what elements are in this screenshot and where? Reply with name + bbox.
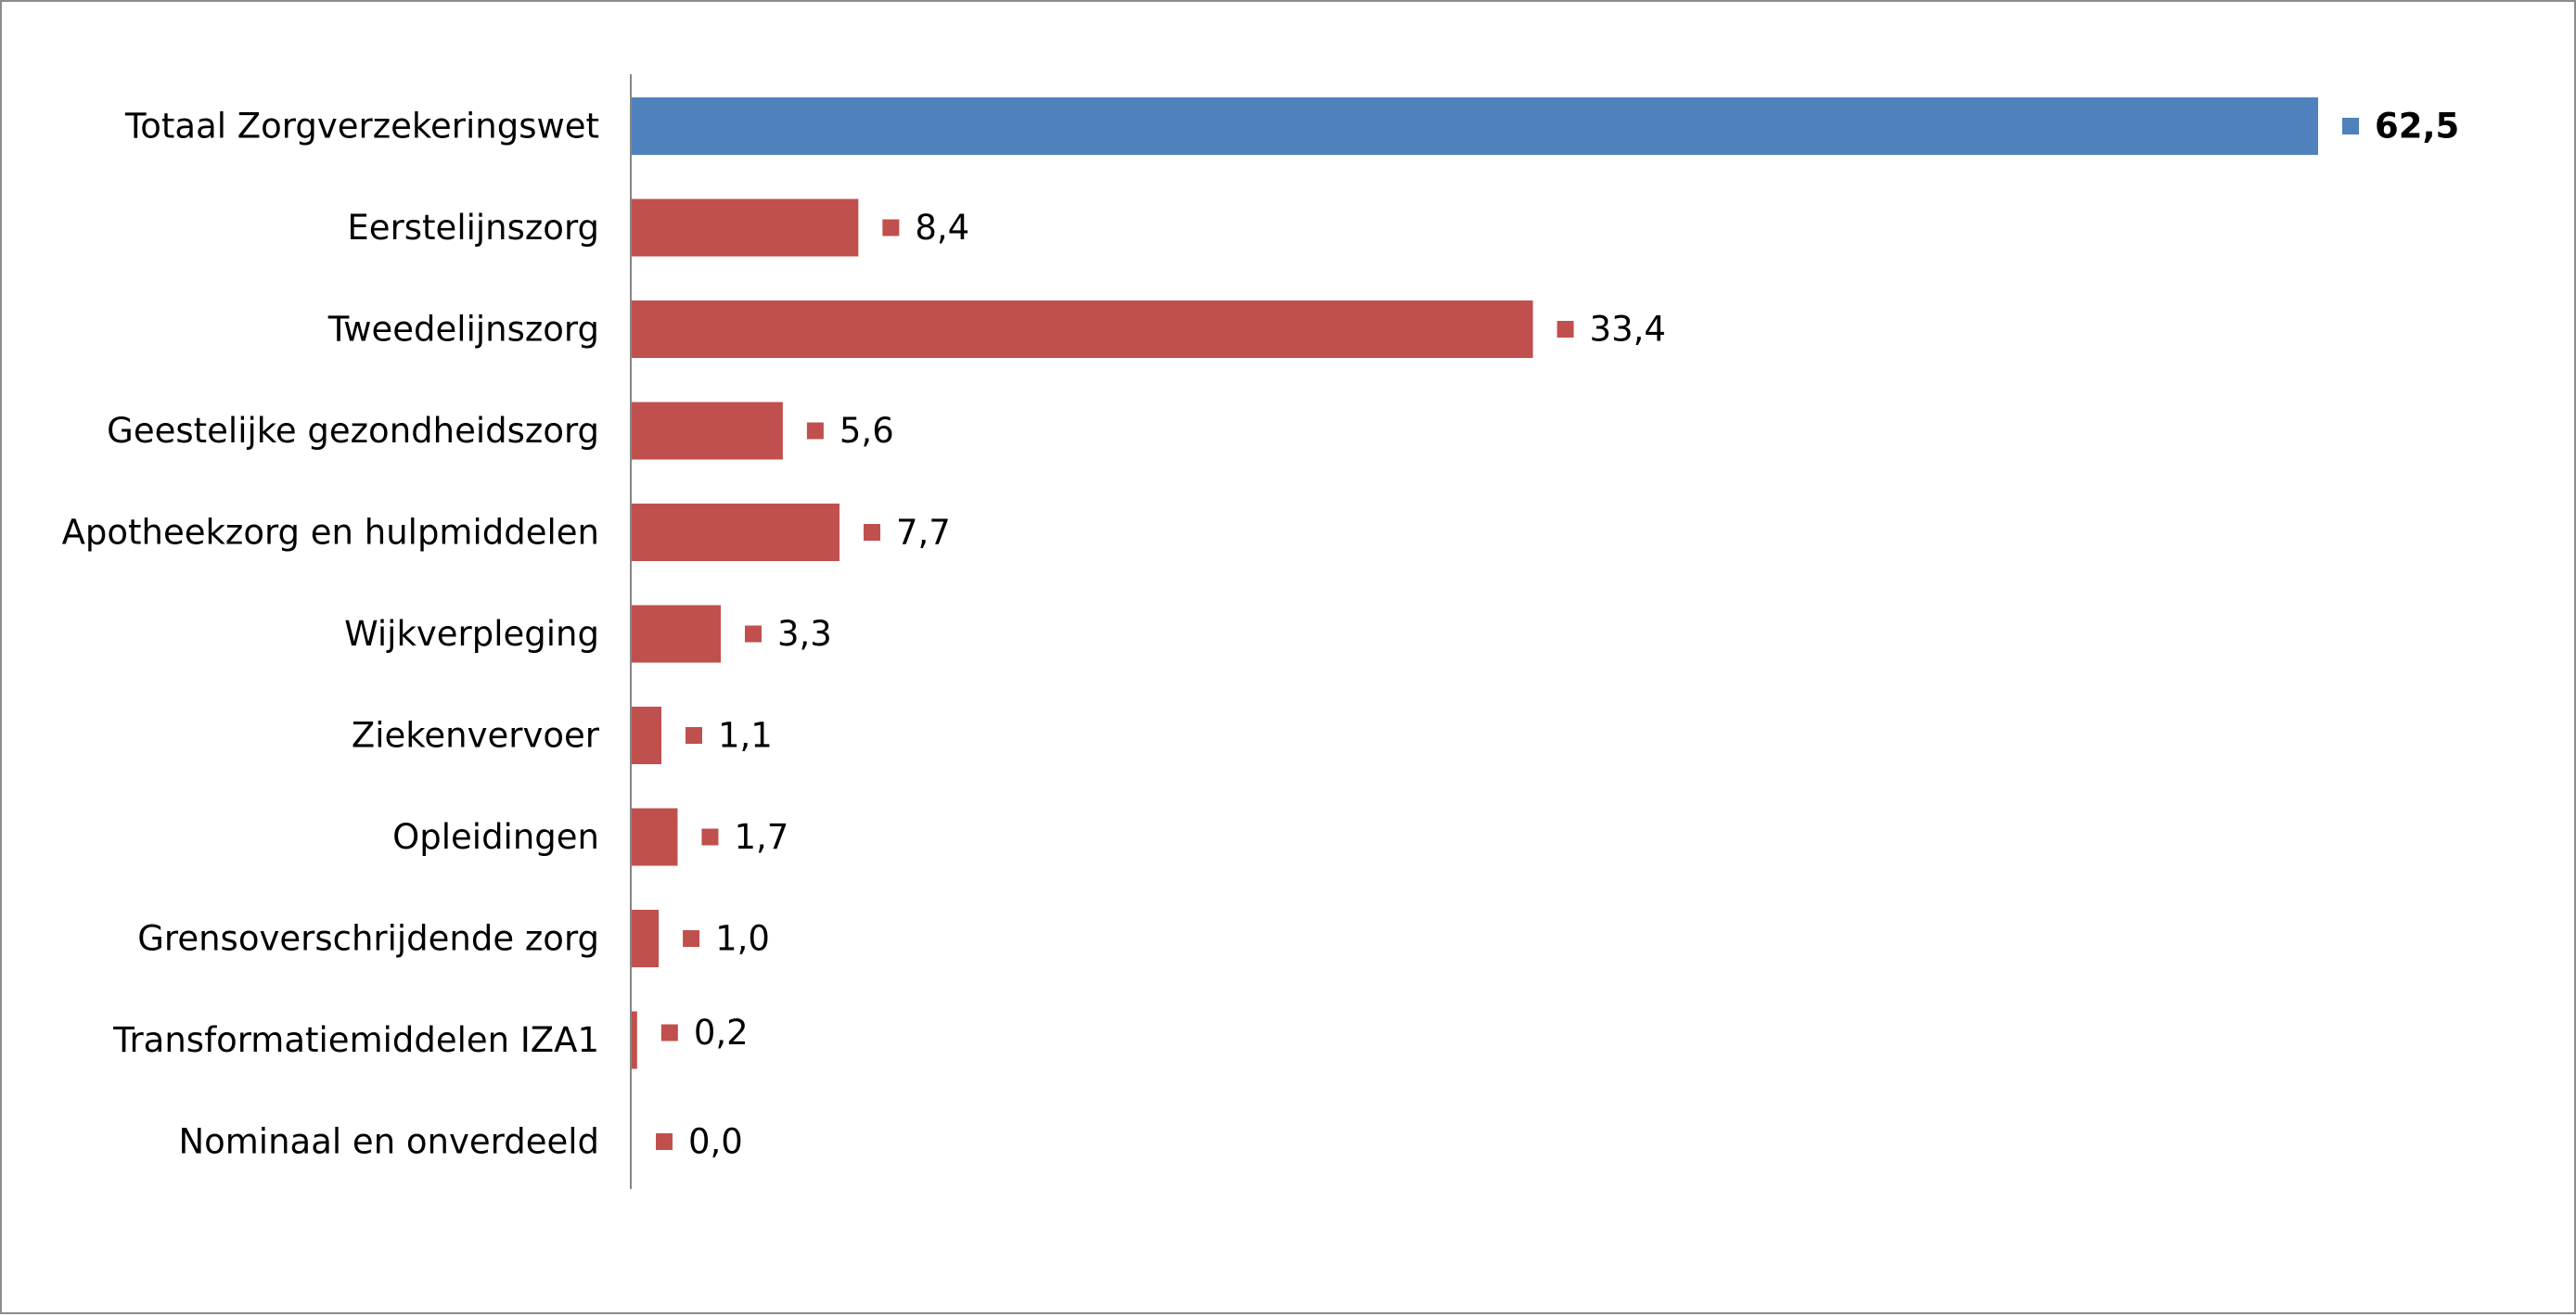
- value-marker-5: [744, 625, 762, 643]
- value-label: 5,6: [839, 411, 894, 451]
- value-label: 1,7: [734, 817, 788, 857]
- value-marker-6: [685, 727, 702, 744]
- category-label: Geestelijke gezondheidszorg: [107, 411, 599, 451]
- value-label: 1,1: [718, 716, 773, 756]
- category-label: Ziekenvervoer: [352, 716, 600, 756]
- value-label: 3,3: [777, 614, 832, 654]
- value-label: 0,2: [694, 1013, 749, 1053]
- category-label: Tweedelijnszorg: [327, 310, 599, 350]
- value-marker-9: [660, 1024, 678, 1041]
- bar-3: [632, 402, 783, 460]
- value-marker-7: [701, 828, 719, 846]
- bar-9: [632, 1011, 637, 1069]
- value-label: 33,4: [1590, 310, 1666, 350]
- category-label: Transformatiemiddelen IZA1: [112, 1020, 599, 1060]
- value-marker-2: [1557, 321, 1574, 338]
- category-label: Apotheekzorg en hulpmiddelen: [62, 513, 599, 553]
- bar-0: [632, 97, 2318, 155]
- labels-layer: Totaal Zorgverzekeringswet 62,5 Eerstelijn…: [62, 107, 2460, 1162]
- bars-layer: [632, 97, 2318, 1069]
- bar-5: [632, 605, 721, 663]
- bar-7: [632, 808, 678, 866]
- value-marker-4: [863, 524, 880, 541]
- bar-2: [632, 300, 1533, 358]
- bar-1: [632, 198, 859, 257]
- bar-6: [632, 707, 661, 764]
- value-label: 62,5: [2375, 107, 2459, 147]
- category-label: Grensoverschrijdende zorg: [137, 919, 599, 959]
- value-marker-0: [2342, 118, 2359, 134]
- value-label: 8,4: [915, 208, 969, 248]
- value-marker-1: [882, 219, 900, 236]
- value-marker-3: [806, 422, 824, 440]
- category-label: Opleidingen: [392, 817, 599, 857]
- value-marker-10: [656, 1133, 673, 1150]
- category-label: Wijkverpleging: [344, 614, 599, 654]
- value-label: 7,7: [896, 513, 951, 553]
- value-marker-8: [683, 930, 700, 947]
- value-label: 0,0: [688, 1122, 743, 1162]
- bar-4: [632, 504, 839, 561]
- category-label: Eerstelijnszorg: [347, 208, 599, 248]
- category-label: Nominaal en onverdeeld: [178, 1122, 599, 1162]
- value-label: 1,0: [715, 919, 770, 959]
- bar-8: [632, 910, 660, 967]
- category-label: Totaal Zorgverzekeringswet: [124, 107, 599, 147]
